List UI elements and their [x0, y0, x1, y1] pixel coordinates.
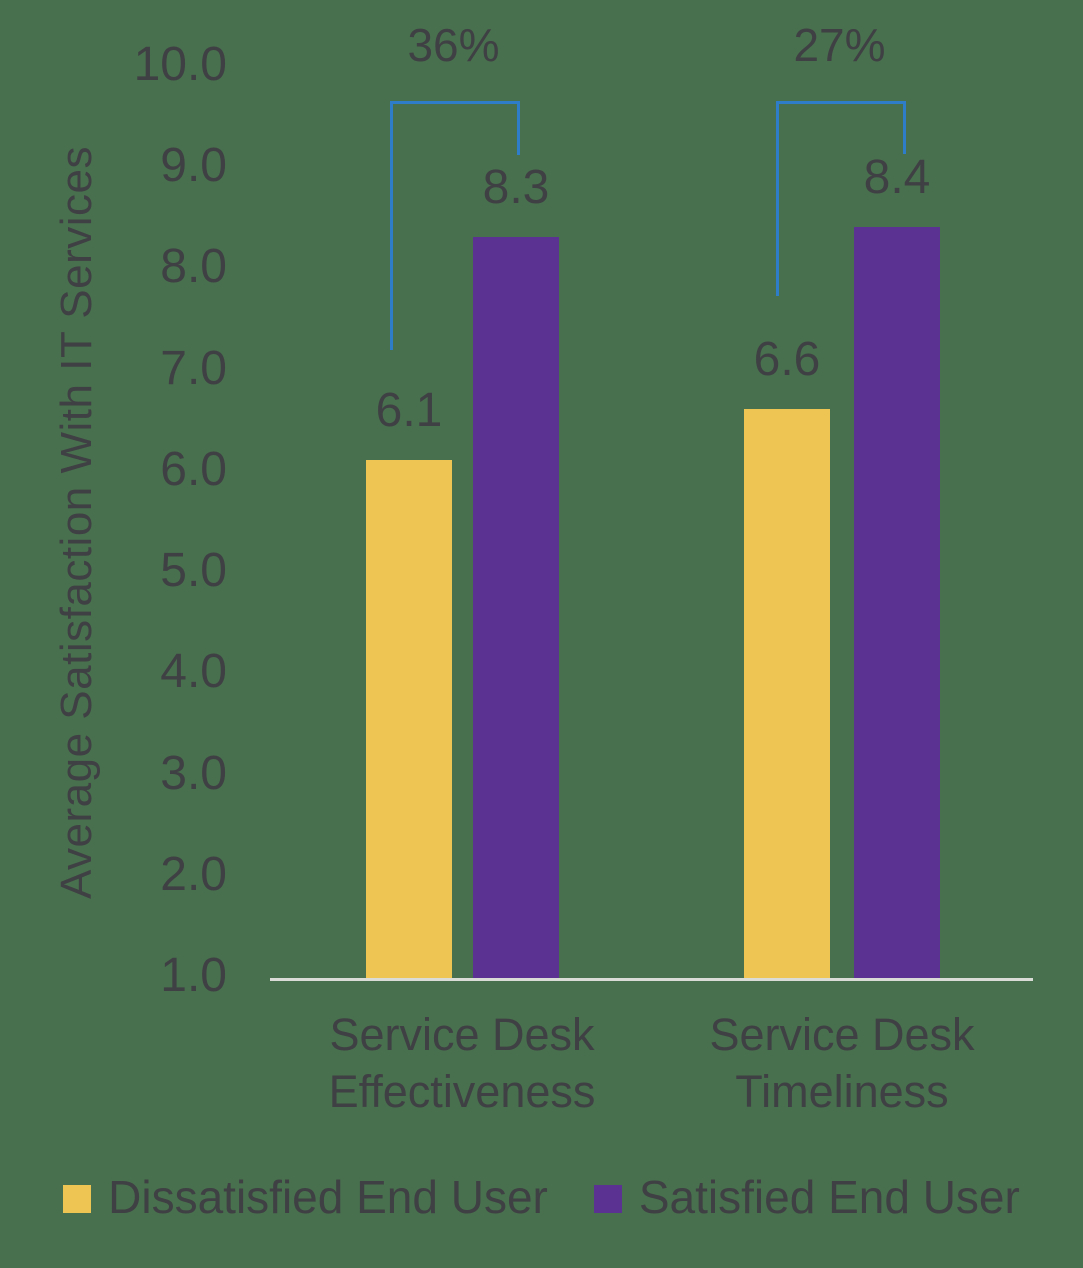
category-label-timeliness: Service Desk Timeliness [709, 1009, 975, 1117]
difference-bracket-line [776, 101, 779, 296]
bar-satisfied-group2 [854, 226, 940, 978]
difference-percent-label: 36% [407, 19, 500, 71]
legend-swatch-icon [593, 1185, 622, 1213]
legend-item: Dissatisfied End User [63, 1170, 548, 1224]
bar-dissatisfied-group1 [366, 459, 452, 978]
category-label-effectiveness: Service Desk Effectiveness [328, 1009, 596, 1117]
y-tick-label: 3.0 [160, 746, 227, 800]
bar-dissatisfied-group2 [744, 409, 830, 978]
legend-swatch-icon [63, 1185, 92, 1213]
difference-bracket-line [390, 101, 520, 104]
legend-item: Satisfied End User [593, 1170, 1020, 1224]
y-tick-label: 10.0 [133, 38, 227, 92]
difference-bracket-line [517, 101, 520, 155]
y-tick-label: 4.0 [160, 645, 227, 699]
legend-label: Dissatisfied End User [108, 1171, 548, 1223]
y-tick-label: 2.0 [160, 847, 227, 901]
bar-value-label: 8.3 [482, 161, 550, 215]
y-tick-label: 8.0 [160, 240, 227, 294]
legend: Dissatisfied End User Satisfied End User [0, 1170, 1083, 1224]
x-axis-line [270, 978, 1033, 981]
y-tick-label: 1.0 [160, 949, 227, 1002]
bar-value-label: 6.1 [375, 383, 443, 437]
difference-percent-label: 27% [793, 19, 886, 71]
y-axis-title: Average Satisfaction With IT Services [52, 146, 101, 899]
y-tick-label: 6.0 [160, 442, 227, 496]
y-tick-label: 5.0 [160, 544, 227, 598]
bar-value-label: 8.4 [863, 150, 931, 204]
difference-bracket-line [776, 101, 906, 104]
bar-satisfied-group1 [473, 237, 559, 978]
legend-label: Satisfied End User [638, 1171, 1020, 1223]
y-tick-label: 7.0 [160, 341, 227, 395]
y-tick-label: 9.0 [160, 139, 227, 193]
difference-bracket-line [390, 101, 393, 350]
difference-bracket-line [903, 101, 906, 154]
bar-value-label: 6.6 [753, 333, 821, 387]
